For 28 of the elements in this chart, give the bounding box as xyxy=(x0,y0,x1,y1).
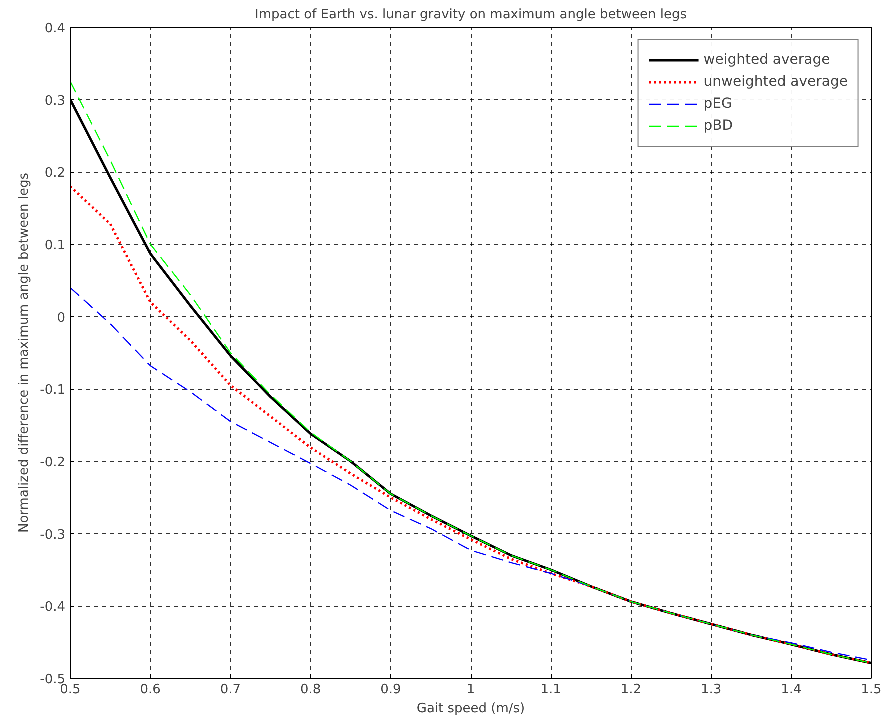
legend-label: weighted average xyxy=(704,52,830,68)
x-tick-label: 0.8 xyxy=(300,682,322,698)
legend-label: unweighted average xyxy=(704,74,848,90)
line-series xyxy=(70,185,872,665)
x-tick-label: 1 xyxy=(466,682,476,698)
y-tick-label: -0.4 xyxy=(40,600,66,616)
x-tick-label: 1.5 xyxy=(861,682,882,698)
y-tick-label: 0.1 xyxy=(44,238,66,254)
y-tick-label: 0.4 xyxy=(44,22,66,36)
chart-title: Impact of Earth vs. lunar gravity on maximum angle between legs xyxy=(255,8,688,22)
x-tick-label: 1.1 xyxy=(540,682,562,698)
x-tick-label: 1.2 xyxy=(620,682,642,698)
y-tick-label: 0.3 xyxy=(44,94,66,109)
legend-label: pEG xyxy=(704,96,732,112)
x-tick-label: 0.6 xyxy=(140,682,161,698)
legend-label: pBD xyxy=(704,118,734,134)
y-tick-label: -0.2 xyxy=(40,456,66,470)
y-tick-label: -0.3 xyxy=(40,528,66,543)
x-tick-label: 0.9 xyxy=(380,682,402,698)
x-tick-label: 1.4 xyxy=(781,682,802,698)
y-axis-title: Normalized difference in maximum angle between legs xyxy=(17,172,32,534)
y-tick-label: -0.1 xyxy=(40,383,66,398)
y-tick-label: 0 xyxy=(57,310,66,326)
x-tick-label: 1.3 xyxy=(700,682,722,698)
x-tick-label: 0.7 xyxy=(220,682,242,698)
x-axis-title: Gait speed (m/s) xyxy=(416,702,526,716)
x-tick-label: 0.5 xyxy=(60,682,81,698)
y-tick-label: 0.2 xyxy=(44,166,66,182)
